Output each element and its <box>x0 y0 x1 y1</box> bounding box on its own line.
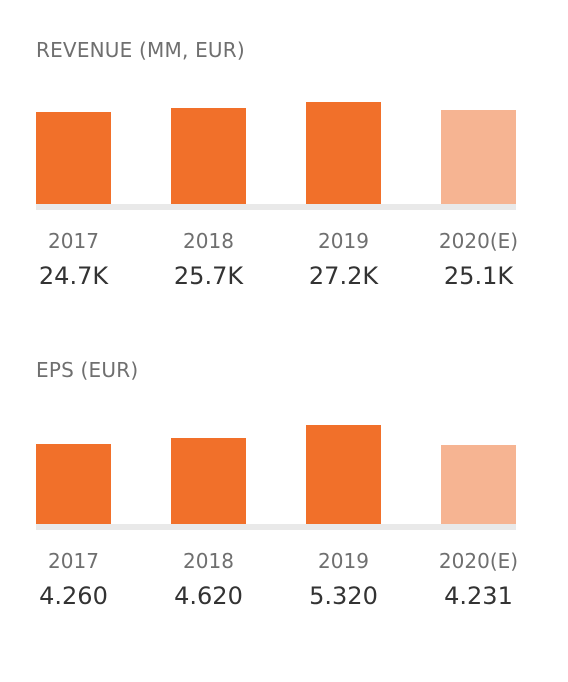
revenue-chart: REVENUE (MM, EUR) 2017 24.7K 2018 25.7K 2019… <box>36 38 518 298</box>
revenue-chart-title: REVENUE (MM, EUR) <box>36 38 245 62</box>
eps-bar-2 <box>306 425 381 524</box>
revenue-value-label-2: 27.2K <box>308 262 379 290</box>
revenue-category-label-1: 2018 <box>183 229 234 253</box>
revenue-category-label-0: 2017 <box>48 229 99 253</box>
revenue-bar-3 <box>441 110 516 204</box>
revenue-bar-0 <box>36 112 111 204</box>
eps-value-label-3: 4.231 <box>444 582 513 610</box>
eps-value-label-0: 4.260 <box>39 582 108 610</box>
revenue-value-label-1: 25.7K <box>173 262 244 290</box>
eps-bar-0 <box>36 444 111 524</box>
eps-category-label-0: 2017 <box>48 549 99 573</box>
eps-value-label-1: 4.620 <box>174 582 243 610</box>
revenue-category-label-2: 2019 <box>318 229 369 253</box>
revenue-value-label-0: 24.7K <box>38 262 109 290</box>
revenue-baseline <box>36 204 516 210</box>
eps-category-label-1: 2018 <box>183 549 234 573</box>
revenue-value-label-3: 25.1K <box>443 262 514 290</box>
eps-category-label-2: 2019 <box>318 549 369 573</box>
eps-chart: EPS (EUR) 2017 4.260 2018 4.620 2019 5.320 202… <box>36 358 518 618</box>
revenue-category-label-3: 2020(E) <box>438 229 519 253</box>
eps-category-label-3: 2020(E) <box>438 549 519 573</box>
eps-bar-1 <box>171 438 246 524</box>
revenue-bar-1 <box>171 108 246 204</box>
eps-value-label-2: 5.320 <box>309 582 378 610</box>
eps-bar-3 <box>441 445 516 524</box>
revenue-bar-2 <box>306 102 381 204</box>
eps-chart-title: EPS (EUR) <box>36 358 139 382</box>
eps-baseline <box>36 524 516 530</box>
